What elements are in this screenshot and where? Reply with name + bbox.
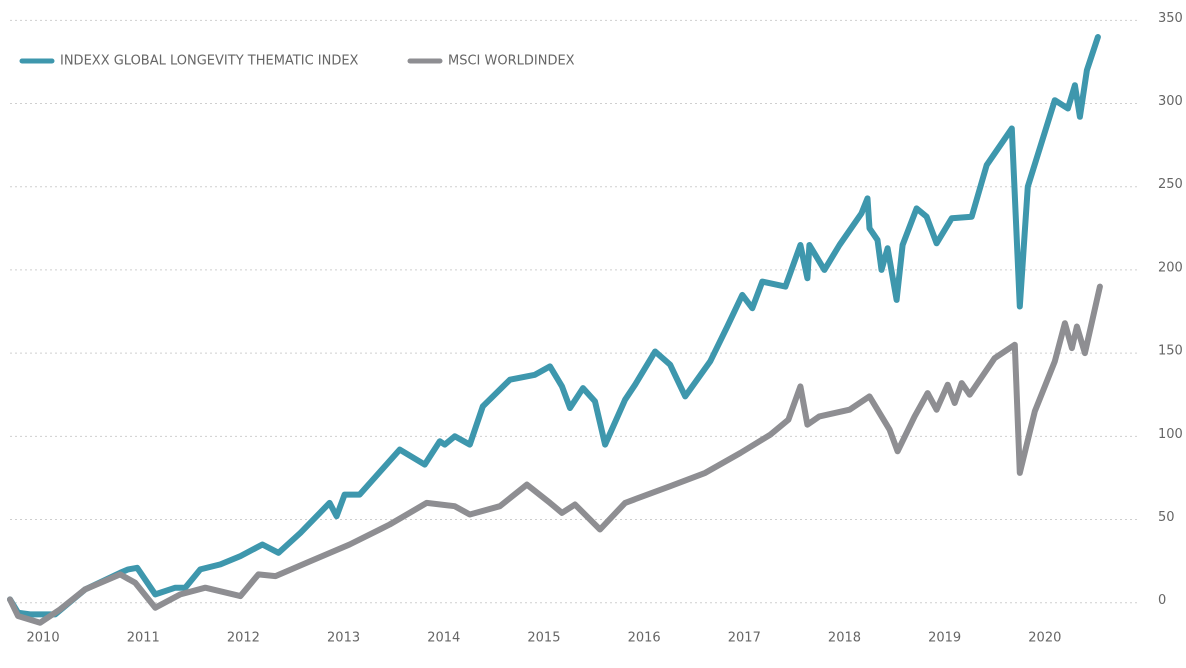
y-tick-label: 250 [1158,177,1183,192]
y-tick-label: 300 [1158,94,1183,109]
y-tick-label: 100 [1158,427,1183,442]
y-tick-label: 350 [1158,11,1183,26]
y-tick-label: 200 [1158,260,1183,275]
x-tick-label: 2014 [427,631,460,646]
y-tick-label: 150 [1158,344,1183,359]
x-tick-label: 2017 [728,631,761,646]
x-tick-label: 2011 [127,631,160,646]
x-tick-label: 2019 [928,631,961,646]
x-tick-label: 2015 [527,631,560,646]
series-line [7,283,1103,626]
x-tick-label: 2010 [27,631,60,646]
x-tick-label: 2020 [1028,631,1061,646]
x-tick-label: 2013 [327,631,360,646]
x-tick-label: 2018 [828,631,861,646]
x-tick-label: 2012 [227,631,260,646]
series-line [7,34,1101,618]
x-tick-label: 2016 [628,631,661,646]
legend-label: MSCI WORLDINDEX [448,54,575,69]
y-tick-label: 50 [1158,510,1175,525]
y-tick-label: 0 [1158,593,1166,608]
legend-label: INDEXX GLOBAL LONGEVITY THEMATIC INDEX [60,54,359,69]
